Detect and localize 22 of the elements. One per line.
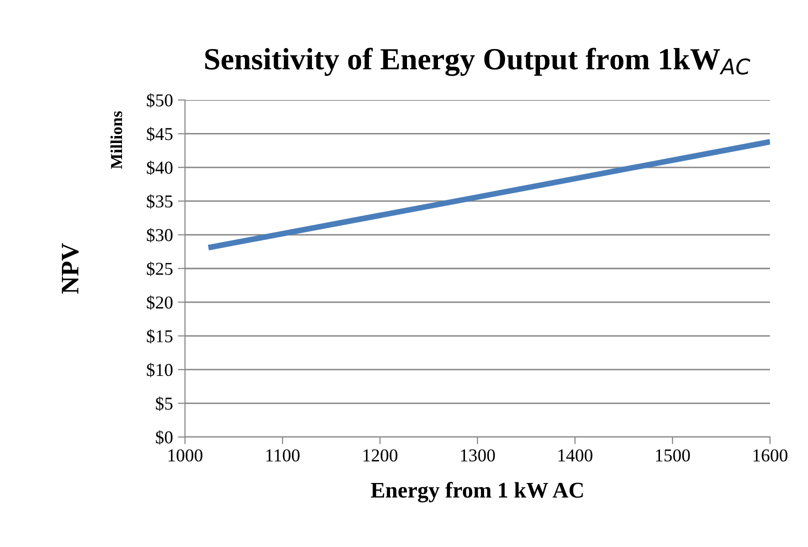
text: Millions: [110, 111, 122, 169]
x-tick-label: 1500: [656, 449, 690, 462]
x-axis-title: Energy from 1 kW AC: [370, 482, 583, 502]
y-tick-label: $45: [146, 126, 172, 142]
y-tick-label: $35: [146, 194, 172, 209]
x-tick-label: 1600: [754, 449, 788, 462]
y-tick-label: $0: [156, 430, 173, 445]
y-tick-label: $30: [146, 228, 173, 242]
y-tick-label: $50: [146, 93, 173, 108]
x-tick-label: 1200: [364, 449, 398, 462]
y-tick-label: $20: [146, 295, 173, 310]
chart-title: Sensitivity of Energy Output from 1kW$_{AC}$: [205, 48, 750, 76]
x-tick-label: 1100: [266, 449, 300, 462]
x-tick-label: 1300: [461, 449, 495, 462]
y-tick-label: $5: [156, 396, 172, 411]
x-tick-label: 1000: [168, 449, 202, 462]
y-tick-label: $25: [146, 262, 172, 276]
y-axis-title: NPV: [62, 243, 79, 294]
y-tick-label: $15: [146, 329, 172, 344]
x-tick-label: 1400: [558, 449, 592, 462]
y-tick-label: $40: [146, 160, 173, 176]
y-tick-label: $10: [146, 362, 173, 378]
